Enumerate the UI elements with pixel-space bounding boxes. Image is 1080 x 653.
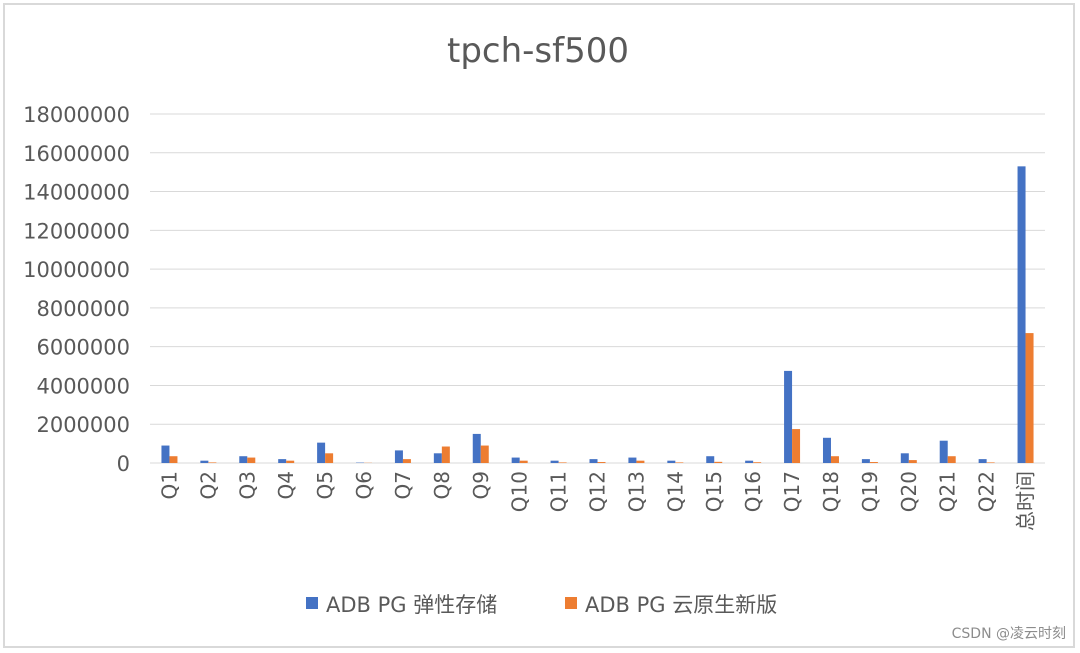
legend-swatch [565,597,577,609]
x-tick-label: Q4 [274,471,298,499]
x-tick-label: Q19 [858,471,882,512]
y-tick-label: 16000000 [23,142,130,166]
y-tick-label: 18000000 [23,103,130,127]
x-tick-label: Q7 [391,471,415,499]
x-tick-label: Q14 [663,471,687,512]
bar-series2-总时间 [1025,333,1034,463]
x-tick-label: Q17 [780,471,804,512]
bar-series2-Q22 [986,462,995,463]
y-tick-label: 14000000 [23,181,130,205]
bar-series1-Q20 [900,453,909,463]
bar-series2-Q14 [675,462,684,463]
bar-series2-Q8 [441,446,450,463]
legend-swatch [306,597,318,609]
gridlines [150,113,1045,464]
x-tick-label: Q15 [702,471,726,512]
x-tick-label: Q5 [313,471,337,499]
bar-series1-Q16 [745,460,754,463]
bar-series1-Q22 [978,459,987,463]
bar-series2-Q7 [402,459,411,463]
bar-series1-Q1 [161,445,170,463]
bar-series1-Q10 [511,457,520,463]
bar-series2-Q12 [597,462,606,463]
bar-series2-Q2 [208,462,217,463]
bar-series1-Q13 [628,457,637,463]
bar-series1-Q19 [861,459,870,463]
x-tick-label: Q20 [897,471,921,512]
bar-series2-Q15 [714,461,723,463]
y-tick-label: 0 [117,452,130,476]
bar-series2-Q21 [947,456,956,463]
bar-series2-Q1 [169,456,178,463]
bar-series2-Q9 [480,445,489,463]
x-tick-label: Q10 [508,471,532,512]
x-tick-label: Q9 [469,471,493,499]
legend: ADB PG 弹性存储 ADB PG 云原生新版 [306,593,777,617]
bar-series2-Q10 [519,460,528,463]
x-tick-label: Q8 [430,471,454,499]
bar-series1-Q15 [706,456,715,463]
bar-series2-Q18 [830,456,839,463]
bar-series1-Q8 [433,453,442,463]
y-tick-label: 4000000 [36,374,130,398]
bar-series1-Q18 [822,437,831,463]
bars [161,166,1034,463]
bar-series1-Q2 [200,460,209,463]
x-tick-label: Q21 [936,471,960,512]
x-tick-label: Q6 [352,471,376,499]
legend-label: ADB PG 弹性存储 [326,593,497,617]
x-tick-label: 总时间 [1014,471,1038,531]
y-tick-label: 8000000 [36,297,130,321]
bar-series1-Q5 [317,442,326,463]
x-tick-label: Q2 [196,471,220,499]
y-axis-ticks: 0 2000000 4000000 6000000 8000000 10000000 120… [23,103,130,476]
x-tick-label: Q11 [547,471,571,512]
bar-series2-Q20 [908,460,917,463]
y-tick-label: 12000000 [23,219,130,243]
bar-series2-Q13 [636,460,645,463]
bar-series1-Q9 [472,433,481,463]
bar-series2-Q16 [753,462,762,463]
bar-series1-Q21 [939,440,948,463]
bar-series2-Q17 [792,429,801,463]
bar-series1-Q11 [550,460,559,463]
chart-title: tpch-sf500 [447,31,629,71]
chart-frame [3,3,1075,648]
y-tick-label: 10000000 [23,258,130,282]
bar-series1-总时间 [1017,166,1026,463]
bar-series1-Q14 [667,460,676,463]
bar-series2-Q4 [286,460,295,463]
bar-series1-Q17 [784,370,793,463]
x-tick-label: Q13 [624,471,648,512]
watermark: CSDN @凌云时刻 [951,626,1066,642]
bar-series1-Q4 [278,459,287,463]
y-tick-label: 6000000 [36,336,130,360]
bar-series2-Q11 [558,462,567,463]
bar-series2-Q5 [325,453,334,463]
y-tick-label: 2000000 [36,413,130,437]
bar-series1-Q7 [394,450,403,463]
x-axis-ticks: Q1 Q2 Q3 Q4 Q5 Q6 Q7 Q8 Q9 Q10 Q11 Q12 Q13 Q14 Q15 Q16 Q… [157,471,1037,531]
bar-series1-Q12 [589,459,598,463]
x-tick-label: Q3 [235,471,259,499]
x-tick-label: Q22 [975,471,999,512]
bar-series1-Q3 [239,456,248,463]
bar-series2-Q3 [247,457,256,463]
x-tick-label: Q16 [741,471,765,512]
x-tick-label: Q1 [157,471,181,499]
bar-series2-Q19 [869,462,878,463]
x-tick-label: Q12 [586,471,610,512]
x-tick-label: Q18 [819,471,843,512]
legend-label: ADB PG 云原生新版 [585,593,777,617]
